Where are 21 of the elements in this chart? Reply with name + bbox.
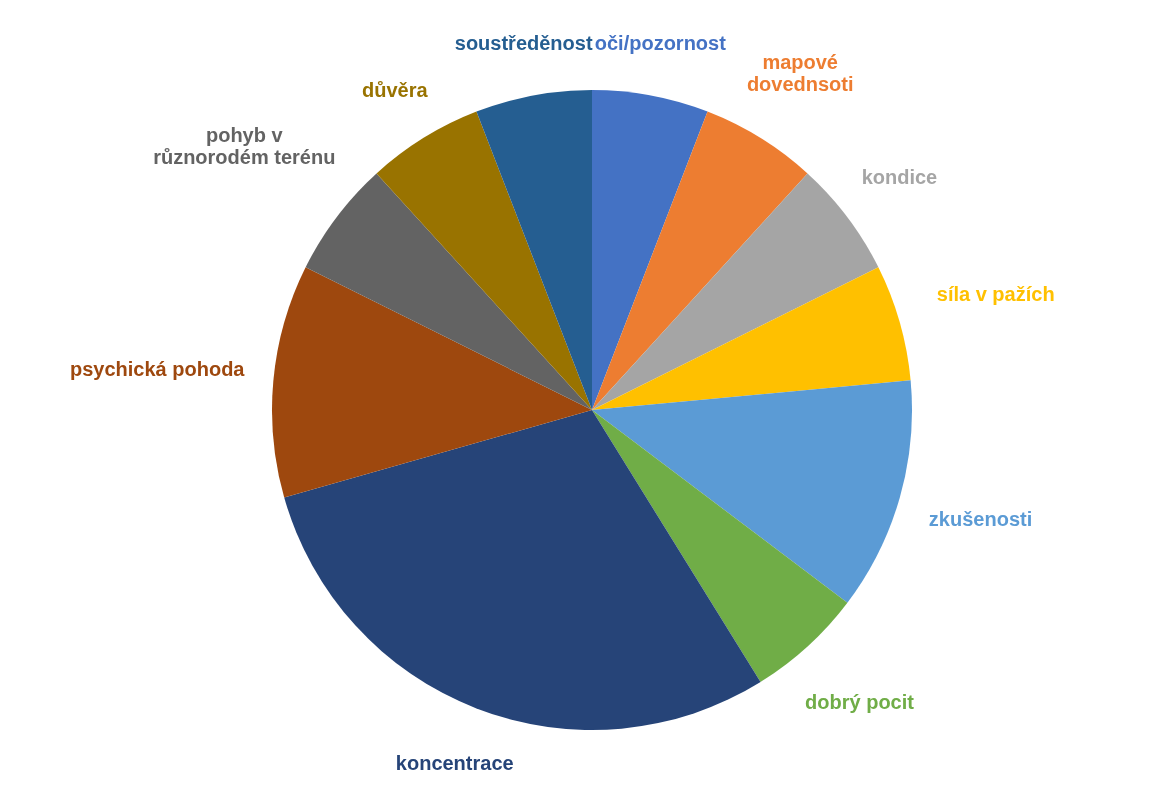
pie-slice [592, 380, 912, 603]
pie-slice [592, 410, 848, 682]
pie-slice [272, 267, 592, 498]
pie-slice [592, 111, 808, 410]
slice-label: psychická pohoda [69, 357, 246, 380]
pie-slice [592, 267, 911, 410]
pie-slice [592, 90, 708, 410]
pie-slice [376, 111, 592, 410]
pie-slice [284, 410, 761, 730]
slice-label: zkušenosti [928, 508, 1033, 531]
pie-slice [476, 90, 592, 410]
slice-label: kondice [861, 165, 938, 188]
slice-label: mapové dovednsoti [746, 50, 854, 95]
slice-label: soustředěnost [454, 32, 593, 55]
slice-label: koncentrace [395, 752, 514, 775]
slice-label: pohyb v různorodém terénu [153, 124, 336, 169]
slice-label: dobrý pocit [805, 691, 915, 714]
slice-label: síla v pažích [936, 282, 1055, 305]
slice-label: oči/pozornost [594, 32, 727, 55]
pie-slice [305, 173, 592, 410]
slice-label: důvěra [362, 79, 429, 102]
